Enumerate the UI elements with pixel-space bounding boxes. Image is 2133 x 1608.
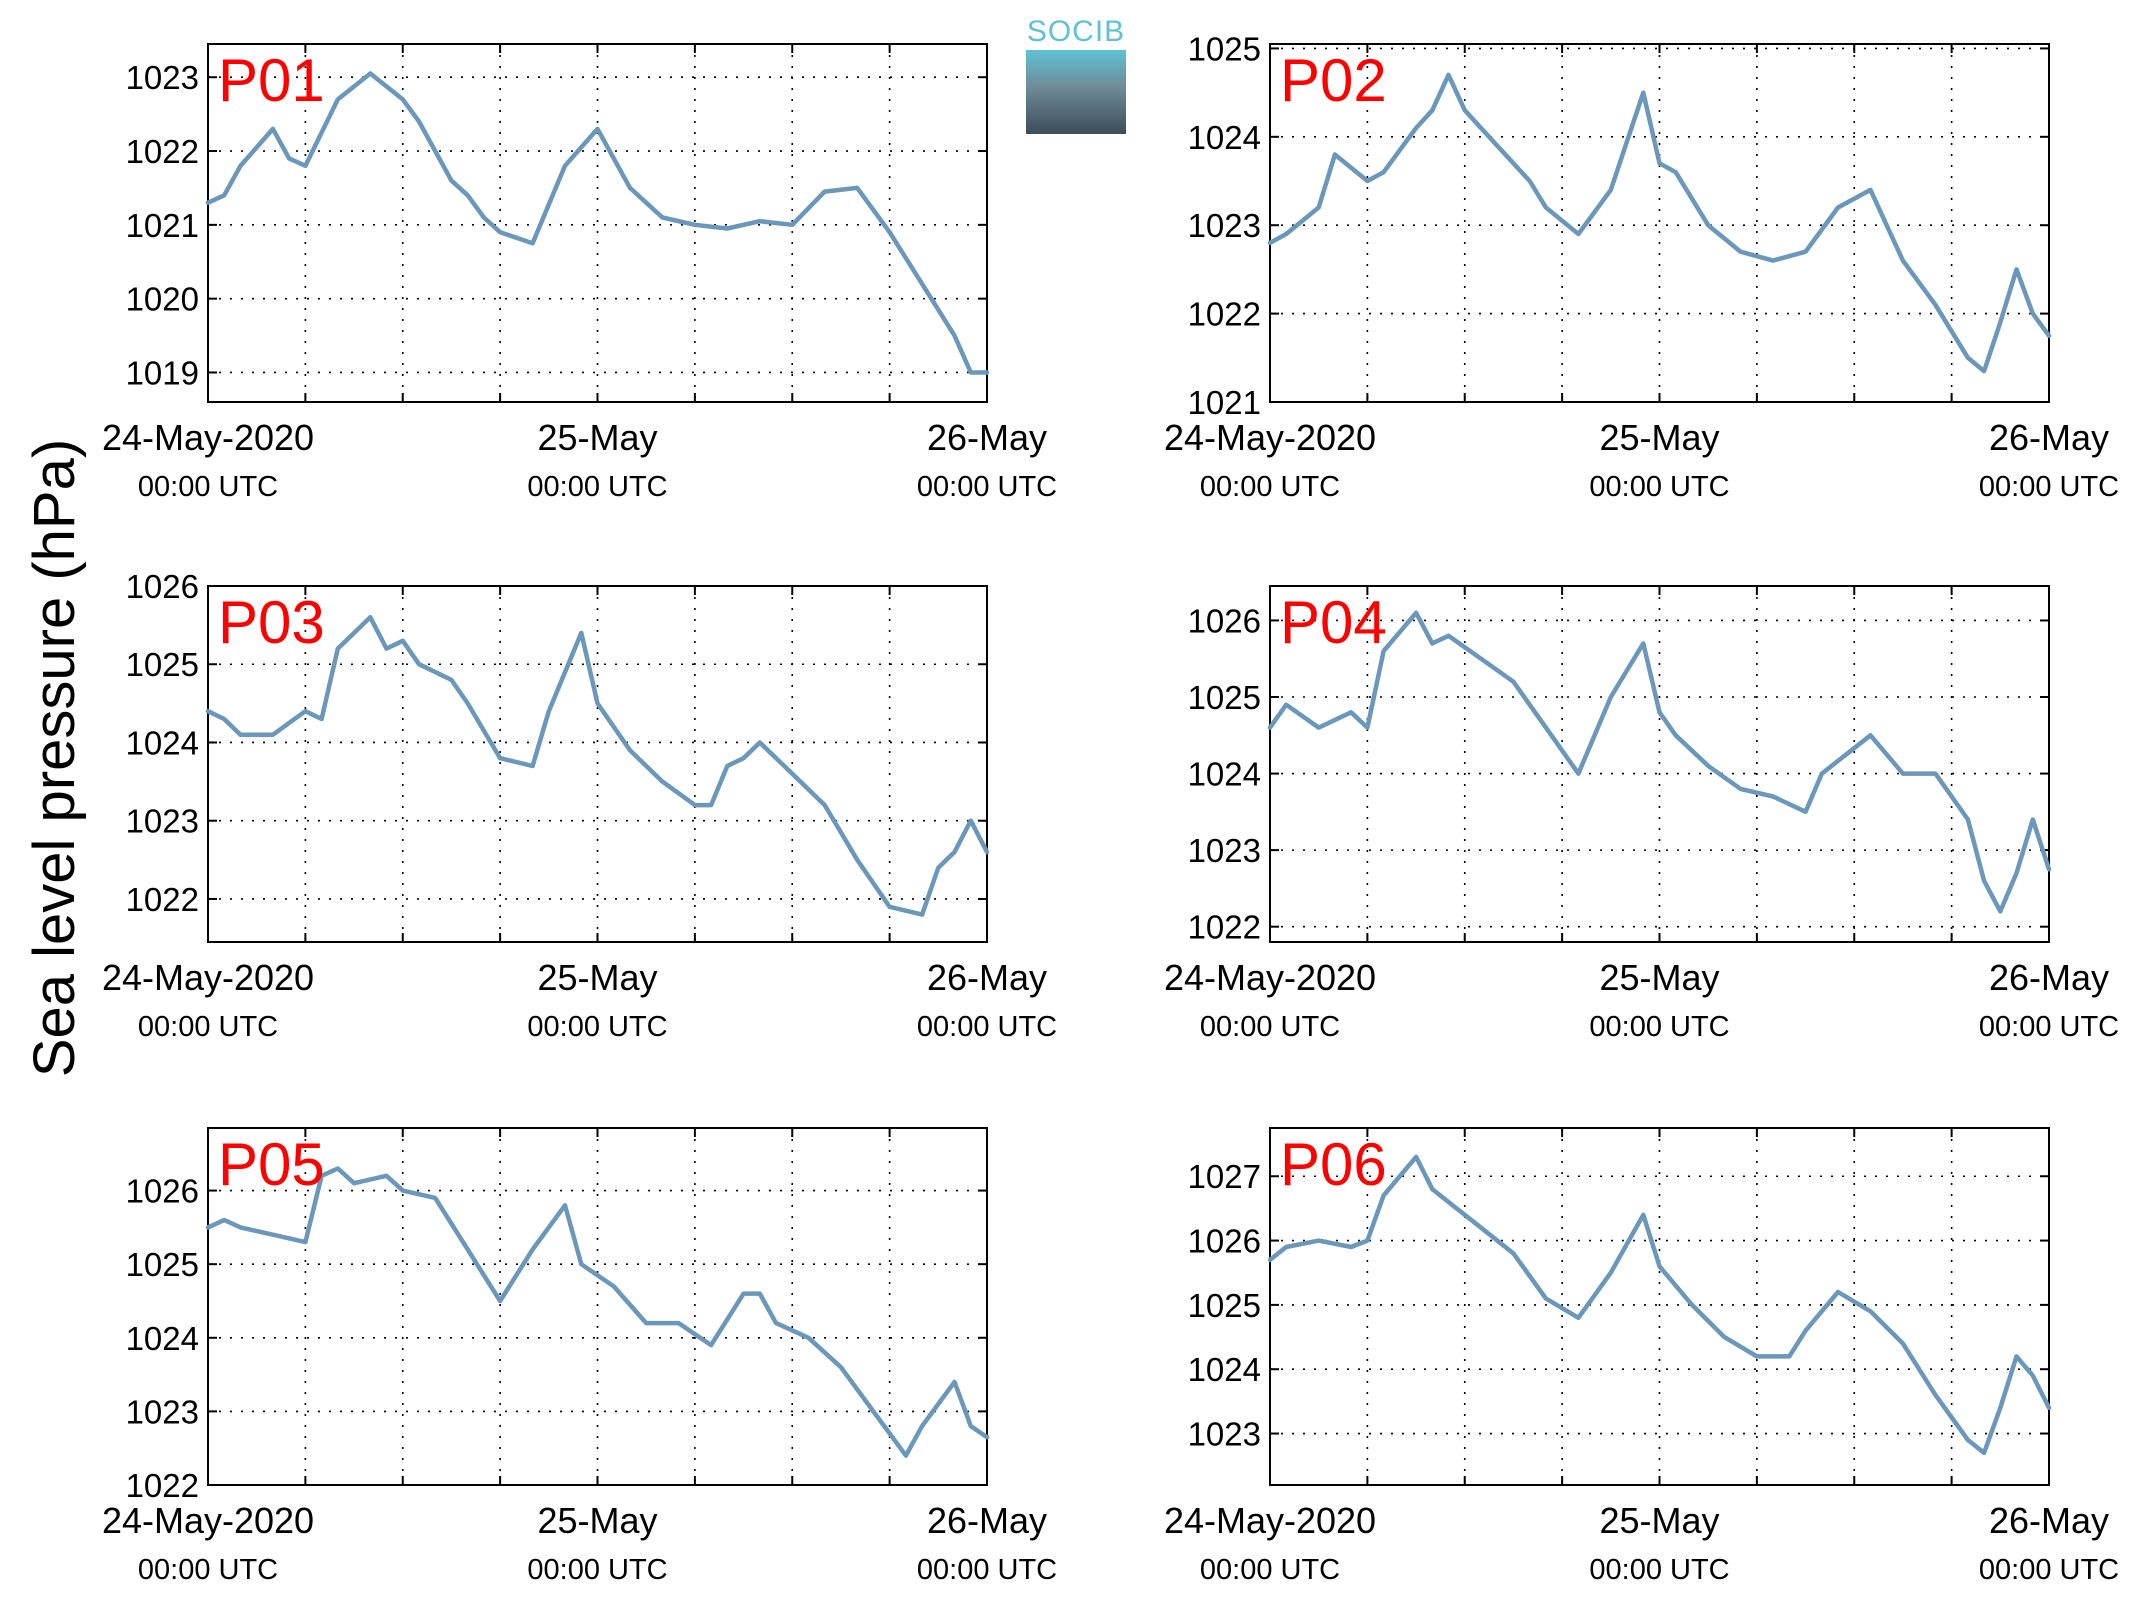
y-tick-label: 1025: [1188, 679, 1261, 716]
y-tick-label: 1023: [126, 1393, 199, 1430]
x-tick-time-label: 00:00 UTC: [917, 471, 1057, 503]
x-tick-time-label: 00:00 UTC: [917, 1011, 1057, 1043]
panel-p04: 1022 1023 1024 1025 1026 24-May-2020 00:00 UTC…: [1164, 585, 2119, 1043]
y-tick-label: 1023: [126, 59, 199, 96]
axes-frame: [1269, 43, 2050, 403]
y-tick-label: 1023: [1188, 1416, 1261, 1453]
panel-p06: 1023 1024 1025 1026 1027 24-May-2020 00:00 UTC…: [1164, 1127, 2119, 1586]
x-tick-time-label: 00:00 UTC: [1589, 471, 1729, 503]
x-tick-time-label: 00:00 UTC: [527, 1554, 667, 1586]
series-line: [1267, 610, 2052, 914]
panel-label: P01: [218, 47, 325, 114]
panel-label: P05: [218, 1131, 325, 1198]
x-tick-time-label: 00:00 UTC: [1979, 1011, 2119, 1043]
x-tick-label: 26-May: [1989, 1500, 2109, 1541]
x-tick-time-label: 00:00 UTC: [138, 1554, 278, 1586]
panel-p02: 1021 1022 1023 1024 1025 24-May-2020 00:00 UTC…: [1164, 30, 2119, 503]
y-tick-label: 1026: [126, 568, 199, 605]
x-tick-label: 24-May-2020: [1164, 417, 1376, 458]
panel-label: P06: [1280, 1131, 1387, 1198]
y-tick-label: 1024: [1188, 1351, 1261, 1388]
y-tick-label: 1024: [1188, 756, 1261, 793]
y-tick-label: 1022: [126, 1467, 199, 1504]
y-tick-label: 1025: [1188, 1287, 1261, 1324]
y-tick-label: 1027: [1188, 1158, 1261, 1195]
x-tick-time-label: 00:00 UTC: [1200, 1011, 1340, 1043]
x-tick-time-label: 00:00 UTC: [1979, 471, 2119, 503]
x-tick-label: 25-May: [1599, 957, 1719, 998]
panel-label: P03: [218, 589, 325, 656]
series-line: [205, 615, 990, 917]
x-tick-time-label: 00:00 UTC: [1589, 1011, 1729, 1043]
y-tick-label: 1024: [1188, 119, 1261, 156]
x-tick-time-label: 00:00 UTC: [527, 471, 667, 503]
x-tick-label: 24-May-2020: [102, 957, 314, 998]
y-tick-label: 1025: [126, 646, 199, 683]
x-tick-label: 25-May: [537, 957, 657, 998]
y-tick-label: 1024: [126, 724, 199, 761]
x-tick-time-label: 00:00 UTC: [1200, 1554, 1340, 1586]
x-tick-label: 24-May-2020: [1164, 1500, 1376, 1541]
x-tick-time-label: 00:00 UTC: [1979, 1554, 2119, 1586]
axes-frame: [207, 1127, 988, 1486]
x-tick-label: 24-May-2020: [102, 417, 314, 458]
series-line: [205, 1166, 990, 1458]
x-tick-label: 26-May: [927, 957, 1047, 998]
y-tick-label: 1026: [1188, 1223, 1261, 1260]
y-tick-label: 1021: [126, 207, 199, 244]
x-tick-label: 25-May: [1599, 417, 1719, 458]
x-tick-time-label: 00:00 UTC: [138, 1011, 278, 1043]
series-line: [1267, 72, 2052, 374]
x-tick-label: 26-May: [1989, 957, 2109, 998]
y-tick-label: 1026: [126, 1173, 199, 1210]
y-tick-label: 1024: [126, 1320, 199, 1357]
panel-label: P04: [1280, 589, 1387, 656]
series-line: [1267, 1154, 2052, 1456]
y-tick-label: 1020: [126, 281, 199, 318]
x-tick-label: 26-May: [927, 1500, 1047, 1541]
y-tick-label: 1023: [1188, 207, 1261, 244]
x-tick-time-label: 00:00 UTC: [1200, 471, 1340, 503]
x-tick-label: 25-May: [537, 417, 657, 458]
x-tick-time-label: 00:00 UTC: [138, 471, 278, 503]
x-tick-label: 25-May: [537, 1500, 657, 1541]
series-line: [205, 71, 990, 375]
axes-frame: [207, 43, 988, 403]
y-tick-label: 1021: [1188, 384, 1261, 421]
socib-logo: SOCIB: [1026, 14, 1126, 134]
panel-p03: 1022 1023 1024 1025 1026 24-May-2020 00:00 UTC…: [102, 568, 1057, 1043]
y-tick-label: 1022: [1188, 296, 1261, 333]
logo-graphic: [1026, 50, 1126, 134]
x-tick-label: 24-May-2020: [1164, 957, 1376, 998]
axes-frame: [1269, 1127, 2050, 1486]
y-tick-label: 1023: [126, 803, 199, 840]
panel-p05: 1022 1023 1024 1025 1026 24-May-2020 00:00 UTC…: [102, 1127, 1057, 1586]
y-tick-label: 1026: [1188, 602, 1261, 639]
y-tick-label: 1022: [126, 133, 199, 170]
x-tick-time-label: 00:00 UTC: [917, 1554, 1057, 1586]
x-tick-time-label: 00:00 UTC: [1589, 1554, 1729, 1586]
logo-text: SOCIB: [1026, 15, 1126, 48]
y-tick-label: 1022: [126, 881, 199, 918]
y-tick-label: 1025: [126, 1246, 199, 1283]
panel-p01: 1019 1020 1021 1022 1023 24-May-2020 00:00 UTC…: [102, 43, 1057, 503]
x-tick-label: 26-May: [927, 417, 1047, 458]
panel-label: P02: [1280, 47, 1387, 114]
x-tick-label: 25-May: [1599, 1500, 1719, 1541]
x-tick-label: 24-May-2020: [102, 1500, 314, 1541]
y-tick-label: 1025: [1188, 30, 1261, 67]
y-tick-label: 1023: [1188, 832, 1261, 869]
x-tick-label: 26-May: [1989, 417, 2109, 458]
x-tick-time-label: 00:00 UTC: [527, 1011, 667, 1043]
y-tick-label: 1022: [1188, 909, 1261, 946]
y-tick-label: 1019: [126, 354, 199, 391]
